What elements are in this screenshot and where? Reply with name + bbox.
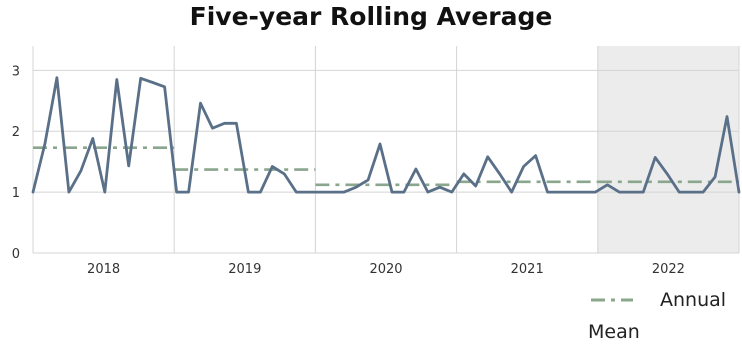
y-tick-label: 0 xyxy=(12,247,20,262)
y-tick-label: 3 xyxy=(12,64,20,79)
x-tick-label: 2022 xyxy=(652,262,685,277)
x-tick-label: 2018 xyxy=(87,262,120,277)
x-tick-label: 2019 xyxy=(228,262,261,277)
y-axis-ticks: 0 1 2 3 xyxy=(12,64,20,262)
legend: Annual Mean xyxy=(588,289,726,343)
legend-label-annual-mean: Annual Mean xyxy=(588,289,726,343)
x-axis-ticks: 2018 2019 2020 2021 2022 xyxy=(87,262,685,277)
series-line xyxy=(31,76,741,194)
x-tick-label: 2021 xyxy=(511,262,544,277)
shaded-period xyxy=(597,46,739,253)
chart-title: Five-year Rolling Average xyxy=(189,2,553,31)
y-tick-label: 1 xyxy=(12,186,20,201)
x-tick-label: 2020 xyxy=(369,262,402,277)
annual-mean-lines xyxy=(33,146,739,187)
y-tick-label: 2 xyxy=(12,125,20,140)
grid-lines xyxy=(32,46,740,254)
